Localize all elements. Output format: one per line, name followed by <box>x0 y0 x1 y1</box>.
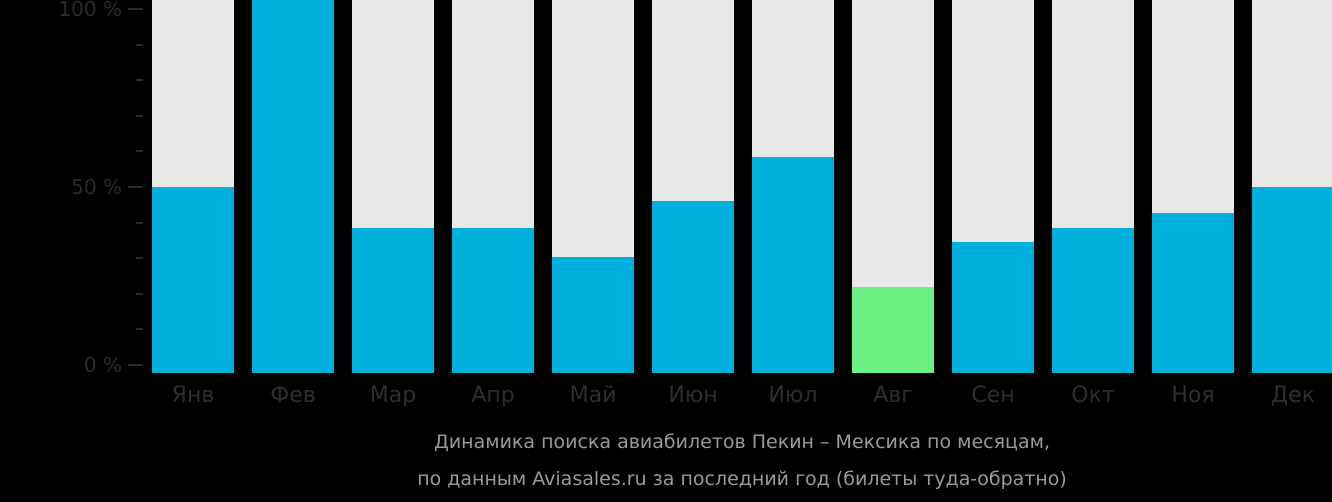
x-axis-label: Дек <box>1270 383 1315 408</box>
x-axis-label: Авг <box>873 383 913 408</box>
bar-track <box>452 0 534 373</box>
bar-2 <box>252 0 334 373</box>
bar-8 <box>852 287 934 373</box>
bar-track <box>652 0 734 373</box>
bar-9 <box>952 242 1034 373</box>
y-axis-label: 50 % <box>71 175 122 199</box>
y-tick <box>128 186 143 188</box>
bar-7 <box>752 156 834 373</box>
x-axis-label: Май <box>569 383 617 408</box>
x-axis-label: Июл <box>768 383 818 408</box>
x-axis-label: Июн <box>668 383 718 408</box>
bar-track <box>152 0 234 373</box>
y-axis-label: 0 % <box>83 353 122 377</box>
x-axis-label: Окт <box>1071 383 1115 408</box>
bar-11 <box>1152 212 1234 373</box>
x-axis-label: Апр <box>471 383 515 408</box>
bar-12 <box>1252 186 1332 373</box>
bar-track <box>1252 0 1332 373</box>
y-tick <box>136 257 143 260</box>
x-axis-label: Ноя <box>1171 383 1215 408</box>
bar-track <box>552 0 634 373</box>
y-axis-label: 100 % <box>58 0 122 21</box>
x-axis-label: Фев <box>270 383 316 408</box>
bar-track <box>852 0 934 373</box>
bar-3 <box>352 227 434 373</box>
y-tick <box>128 8 143 10</box>
bar-1 <box>152 186 234 373</box>
y-tick <box>136 114 143 117</box>
x-axis-label: Янв <box>171 383 215 408</box>
y-tick <box>136 328 143 331</box>
bar-track <box>1152 0 1234 373</box>
y-tick <box>136 150 143 153</box>
y-tick <box>136 79 143 82</box>
bar-track <box>1052 0 1134 373</box>
bar-track <box>252 0 334 373</box>
y-tick <box>136 43 143 46</box>
chart-caption-line2: по данным Aviasales.ru за последний год … <box>417 468 1067 490</box>
bar-5 <box>552 257 634 373</box>
bar-track <box>752 0 834 373</box>
y-tick <box>128 364 143 366</box>
bar-6 <box>652 201 734 373</box>
bar-track <box>952 0 1034 373</box>
x-axis-label: Сен <box>971 383 1015 408</box>
chart-caption-line1: Динамика поиска авиабилетов Пекин – Мекс… <box>433 431 1050 453</box>
bar-track <box>352 0 434 373</box>
bar-10 <box>1052 227 1134 373</box>
x-axis-label: Мар <box>369 383 417 408</box>
y-tick <box>136 221 143 224</box>
y-tick <box>136 292 143 295</box>
bar-4 <box>452 227 534 373</box>
